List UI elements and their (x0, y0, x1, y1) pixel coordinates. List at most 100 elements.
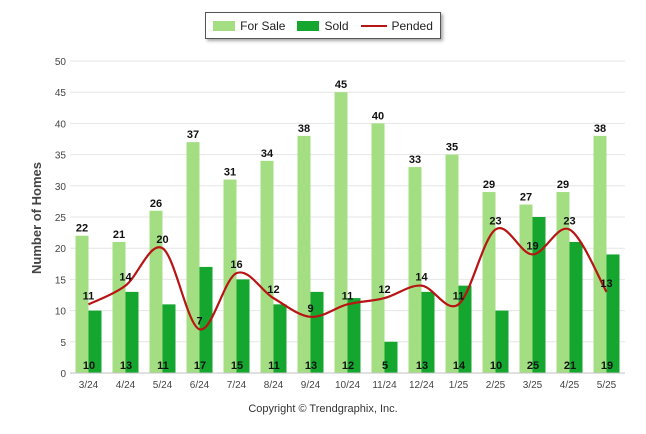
bar-for-sale[interactable] (297, 135, 311, 373)
y-axis: 0 5 10 15 20 25 30 35 40 45 50 (55, 57, 67, 380)
x-tick-label: 5/24 (153, 380, 173, 391)
x-tick-label: 6/24 (190, 380, 210, 391)
data-label-for-sale: 29 (557, 179, 569, 191)
y-tick-label: 30 (55, 182, 67, 193)
bar-for-sale[interactable] (112, 241, 126, 373)
legend-item-for-sale[interactable]: For Sale (213, 19, 285, 33)
bar-sold[interactable] (569, 241, 583, 373)
data-label-pended: 11 (342, 290, 354, 302)
bar-sold[interactable] (236, 279, 250, 373)
y-tick-label: 50 (55, 57, 67, 68)
bar-sold[interactable] (495, 310, 509, 373)
x-axis: 3/24 4/24 5/24 6/24 7/24 8/24 9/24 10/24 11/24 12… (70, 372, 625, 391)
data-label-sold: 10 (490, 360, 502, 372)
data-label-pended: 9 (307, 303, 313, 315)
data-label-for-sale: 35 (446, 142, 458, 154)
y-tick-label: 10 (55, 307, 67, 318)
legend-swatch-pended (360, 24, 387, 27)
data-label-sold: 17 (194, 360, 206, 372)
y-tick-label: 25 (55, 213, 67, 224)
bar-for-sale[interactable] (223, 179, 237, 373)
data-label-for-sale: 29 (483, 179, 495, 191)
bar-sold[interactable] (273, 304, 287, 373)
data-label-pended: 13 (600, 278, 612, 290)
bar-for-sale[interactable] (556, 192, 570, 373)
y-tick-label: 35 (55, 151, 67, 162)
data-label-pended: 23 (489, 215, 501, 227)
data-label-sold: 12 (342, 360, 354, 372)
bar-sold[interactable] (458, 285, 472, 373)
data-label-for-sale: 34 (261, 148, 274, 160)
x-tick-label: 2/25 (486, 380, 506, 391)
y-tick-label: 0 (60, 369, 66, 380)
bar-sold[interactable] (606, 254, 620, 373)
data-label-pended: 23 (563, 215, 575, 227)
data-label-pended: 20 (156, 234, 168, 246)
data-label-for-sale: 37 (187, 129, 199, 141)
x-tick-label: 3/25 (523, 380, 543, 391)
data-label-pended: 11 (83, 290, 95, 302)
data-label-sold: 13 (120, 360, 132, 372)
bar-sold[interactable] (532, 217, 546, 373)
legend-item-pended[interactable]: Pended (360, 19, 433, 33)
bar-for-sale[interactable] (334, 92, 348, 373)
bar-for-sale[interactable] (482, 192, 496, 373)
bar-for-sale[interactable] (408, 167, 422, 373)
pended-line[interactable] (88, 227, 608, 331)
bar-sold[interactable] (421, 291, 435, 373)
bar-for-sale[interactable] (260, 160, 274, 373)
copyright-text: Copyright © Trendgraphix, Inc. (248, 403, 398, 415)
y-tick-label: 40 (55, 119, 67, 130)
x-tick-label: 7/24 (227, 380, 247, 391)
data-label-pended: 19 (526, 240, 538, 252)
bar-sold[interactable] (384, 341, 398, 373)
x-tick-label: 1/25 (449, 380, 469, 391)
data-label-for-sale: 31 (224, 167, 236, 179)
bar-for-sale[interactable] (445, 154, 459, 373)
data-label-sold: 10 (83, 360, 95, 372)
data-label-for-sale: 38 (298, 123, 310, 135)
legend-item-sold[interactable]: Sold (297, 18, 349, 33)
legend-swatch-for-sale (213, 20, 236, 31)
bar-for-sale[interactable] (75, 235, 89, 373)
x-tick-label: 11/24 (372, 380, 397, 391)
bar-sold[interactable] (199, 266, 213, 373)
data-labels: 22 10 21 13 26 11 37 17 31 15 34 11 38 13 45 12 40 5 33 13 3… (76, 79, 613, 372)
y-tick-label: 45 (55, 88, 67, 99)
y-tick-label: 15 (55, 275, 67, 286)
data-label-for-sale: 45 (335, 79, 347, 91)
data-label-pended: 12 (267, 284, 279, 296)
bar-for-sale[interactable] (519, 204, 533, 373)
y-tick-label: 5 (60, 338, 66, 349)
bar-for-sale[interactable] (186, 142, 200, 373)
bar-for-sale[interactable] (593, 135, 607, 373)
data-label-pended: 7 (196, 315, 202, 327)
data-label-for-sale: 22 (76, 223, 88, 235)
x-tick-label: 4/24 (116, 380, 136, 391)
bar-sold[interactable] (88, 310, 102, 373)
data-label-for-sale: 33 (409, 154, 421, 166)
legend-swatch-sold (297, 20, 320, 31)
bar-sold[interactable] (162, 304, 176, 373)
bar-sold[interactable] (125, 291, 139, 373)
x-tick-label: 5/25 (597, 380, 617, 391)
bar-for-sale[interactable] (371, 123, 385, 374)
data-label-pended: 14 (415, 272, 428, 284)
x-tick-label: 9/24 (301, 380, 321, 391)
data-label-sold: 25 (527, 360, 539, 372)
data-label-for-sale: 26 (150, 198, 162, 210)
legend-label-sold: Sold (324, 18, 349, 33)
data-label-sold: 5 (382, 360, 388, 372)
data-label-for-sale: 38 (594, 123, 606, 135)
x-tick-label: 12/24 (409, 380, 434, 391)
data-label-sold: 13 (305, 360, 317, 372)
data-label-for-sale: 27 (520, 192, 532, 204)
bar-sold[interactable] (347, 298, 361, 373)
data-label-sold: 14 (453, 360, 466, 372)
bar-sold[interactable] (310, 291, 324, 373)
x-tick-label: 8/24 (264, 380, 284, 391)
data-label-sold: 11 (268, 360, 280, 372)
data-label-sold: 19 (601, 360, 613, 372)
x-tick-label: 4/25 (560, 380, 580, 391)
